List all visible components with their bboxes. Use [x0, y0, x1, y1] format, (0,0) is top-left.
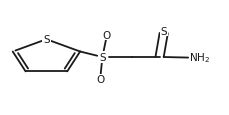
Text: NH$_2$: NH$_2$	[188, 51, 210, 65]
Text: S: S	[99, 53, 105, 62]
Text: O: O	[95, 75, 104, 85]
Text: O: O	[102, 30, 111, 40]
Text: S: S	[160, 26, 167, 36]
Text: S: S	[43, 35, 49, 45]
